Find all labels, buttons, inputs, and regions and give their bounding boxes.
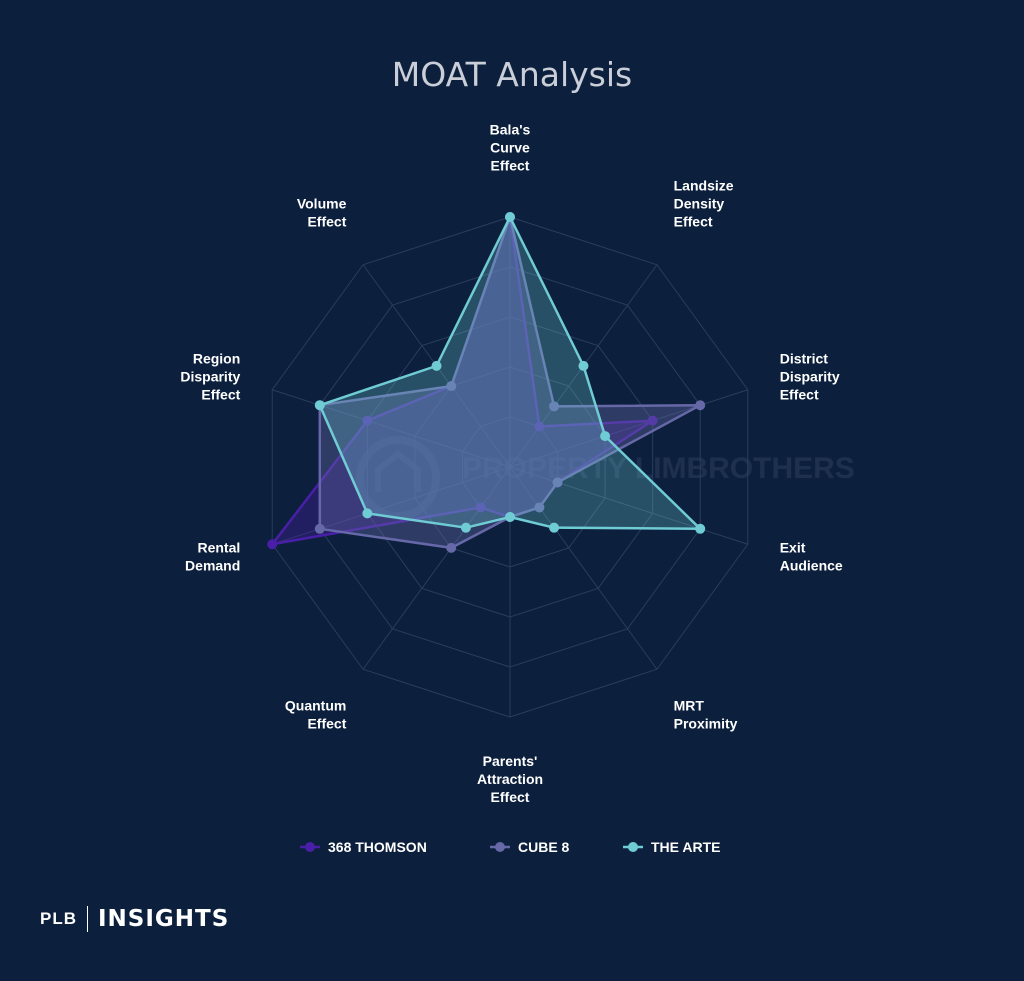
data-point [505,212,515,222]
series-layer [267,212,706,553]
data-point [475,502,486,513]
grid-spoke [272,466,511,545]
data-point [534,421,545,432]
grid-spoke [509,389,748,468]
legend-label: 368 THOMSON [328,839,427,855]
legend-marker [495,842,505,852]
axis-label: Rental [197,540,240,556]
axis-label: Audience [780,558,843,574]
data-point [695,523,706,534]
axis-label: Disparity [780,368,840,384]
axis-labels: Bala's Curve Effect Landsize Density Effect Di… [180,122,843,806]
grid-spoke [509,466,748,545]
watermark-logo: PROPERTY LIMBROTHERS [356,436,855,520]
watermark-text: PROPERTY LIMBROTHERS [462,452,855,485]
axis-label: Region [193,350,240,366]
data-point [695,400,706,411]
data-point [505,512,515,522]
axis-label: Landsize [674,177,734,193]
data-point [534,502,545,513]
legend-marker [305,842,315,852]
brand-logo: PLB INSIGHTS [40,906,229,932]
data-point [549,522,560,533]
axis-label: Bala's [490,122,531,138]
brand-plb: PLB [40,909,77,928]
data-point [431,360,442,371]
data-point [549,401,560,412]
axis-label: Effect [201,386,240,402]
axis-label: Effect [674,213,713,229]
data-point [446,381,457,392]
axis-label: Volume [297,195,347,211]
data-point [362,508,373,519]
axis-label: Quantum [285,697,346,713]
axis-label: Density [674,195,725,211]
legend: 368 THOMSON CUBE 8 THE ARTE [300,839,720,855]
series-area [318,215,702,531]
grid-spoke [362,466,511,670]
axis-label: MRT [674,697,705,713]
axis-label: Disparity [180,368,240,384]
legend-marker [628,842,638,852]
data-point [578,360,589,371]
chart-title: MOAT Analysis [392,55,633,94]
legend-label: THE ARTE [651,839,720,855]
radar-grid [271,216,749,718]
axis-label: Effect [780,386,819,402]
data-point [600,431,611,442]
data-point [552,477,563,488]
axis-label: Parents' [483,753,538,769]
data-point [362,415,373,426]
grid-spoke [272,389,511,468]
data-point [460,522,471,533]
axis-label: Effect [491,158,530,174]
legend-label: CUBE 8 [518,839,570,855]
series-2 [314,212,706,534]
data-point [647,415,658,426]
axis-label: Effect [307,213,346,229]
brand-separator [87,906,88,932]
axis-label: Effect [307,715,346,731]
grid-spoke [509,466,658,670]
data-point [446,542,457,553]
axis-label: Proximity [674,715,738,731]
data-point [314,523,325,534]
axis-label: Attraction [477,771,543,787]
data-point [314,400,325,411]
axis-label: Curve [490,140,530,156]
axis-label: District [780,350,829,366]
axis-label: Effect [491,789,530,805]
data-point [267,539,278,550]
brand-insights: INSIGHTS [98,906,230,932]
axis-label: Exit [780,540,806,556]
axis-label: Demand [185,558,240,574]
